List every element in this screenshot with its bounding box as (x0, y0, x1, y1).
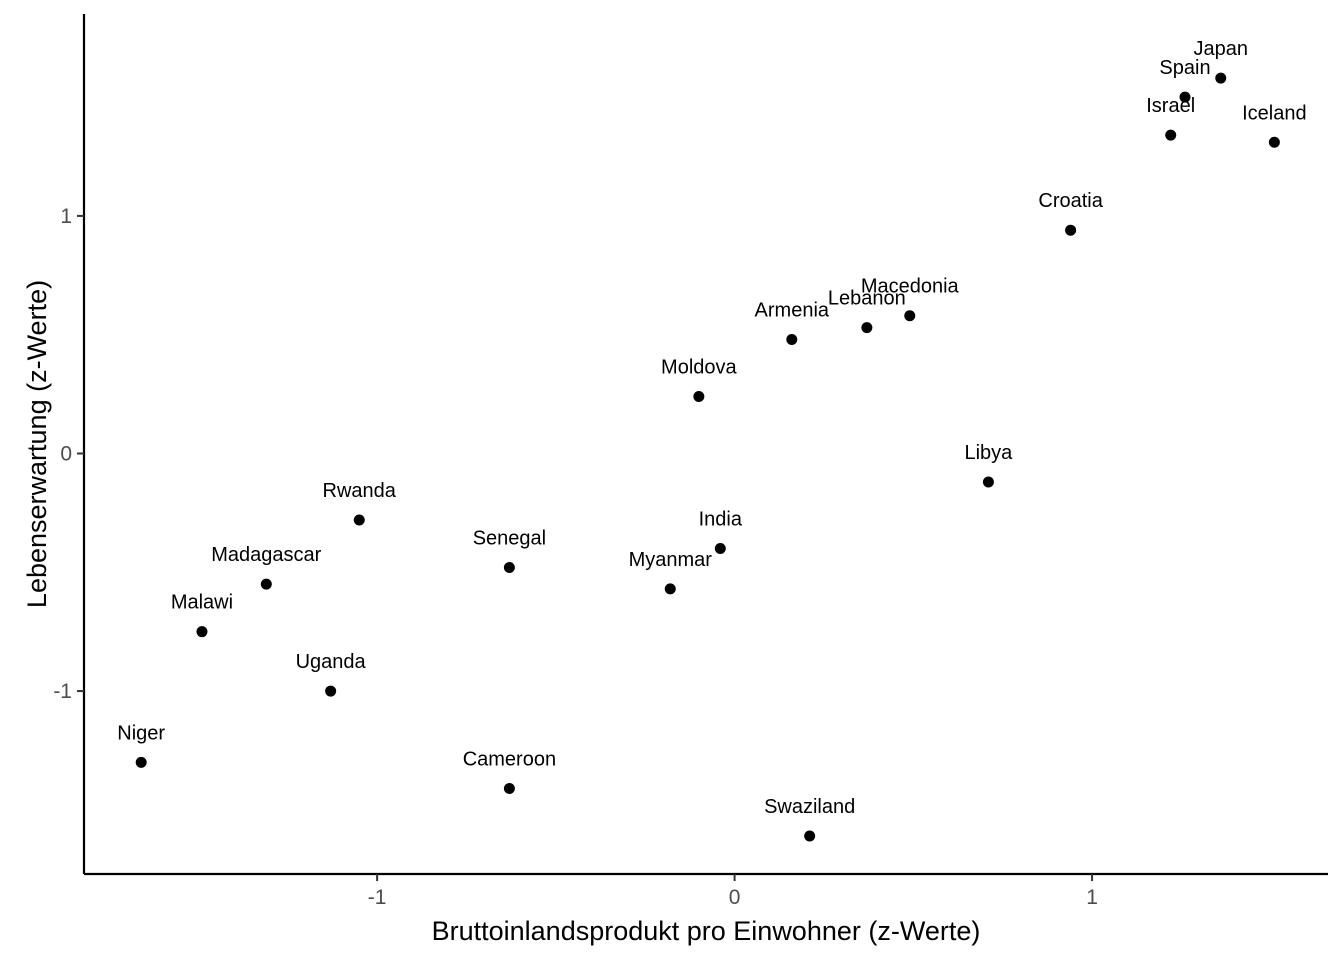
point-label: Swaziland (764, 796, 855, 818)
y-axis-title: Lebenserwartung (z-Werte) (22, 280, 52, 608)
ticks-layer: -1 0 1 -1 0 1 (53, 205, 1098, 909)
data-point (1215, 72, 1227, 84)
x-axis-title: Bruttoinlandsprodukt pro Einwohner (z-We… (432, 916, 981, 946)
point-label: Niger (117, 722, 165, 744)
y-tick-label: 1 (60, 205, 72, 228)
point-label: Lebanon (828, 288, 906, 310)
data-point (353, 514, 365, 526)
data-point (503, 562, 515, 574)
point-label: Rwanda (323, 480, 397, 502)
point-label: Armenia (755, 299, 830, 321)
data-point (325, 685, 337, 697)
data-point (1268, 136, 1280, 148)
data-point (503, 782, 515, 794)
point-label: Cameroon (463, 748, 556, 770)
data-point (1165, 129, 1177, 141)
data-point (861, 322, 873, 334)
point-label: Moldova (661, 356, 737, 378)
data-point (904, 310, 916, 322)
point-label: Iceland (1242, 102, 1307, 124)
data-point (714, 543, 726, 555)
data-point (1065, 224, 1077, 236)
data-point (1179, 91, 1191, 103)
point-label: Macedonia (861, 276, 960, 298)
point-label: Spain (1159, 57, 1210, 79)
data-point (982, 476, 994, 488)
data-point (196, 626, 208, 638)
point-label: Madagascar (211, 544, 321, 566)
data-point (786, 333, 798, 345)
y-tick-label: -1 (53, 680, 72, 703)
point-label: India (699, 509, 743, 531)
point-label: Senegal (473, 528, 546, 550)
data-point (135, 756, 147, 768)
point-label: Israel (1146, 95, 1195, 117)
point-label: Croatia (1038, 190, 1103, 212)
point-label: Libya (964, 442, 1013, 464)
y-tick-label: 0 (60, 443, 72, 466)
point-label: Malawi (171, 592, 233, 614)
x-tick-label: 0 (729, 886, 741, 909)
data-point (804, 830, 816, 842)
points-layer (135, 72, 1280, 842)
point-label: Myanmar (629, 549, 713, 571)
x-tick-label: -1 (368, 886, 387, 909)
x-tick-label: 1 (1086, 886, 1098, 909)
point-label: Japan (1194, 38, 1249, 60)
data-point (260, 578, 272, 590)
data-point (664, 583, 676, 595)
point-label: Uganda (296, 651, 367, 673)
data-point (693, 390, 705, 402)
